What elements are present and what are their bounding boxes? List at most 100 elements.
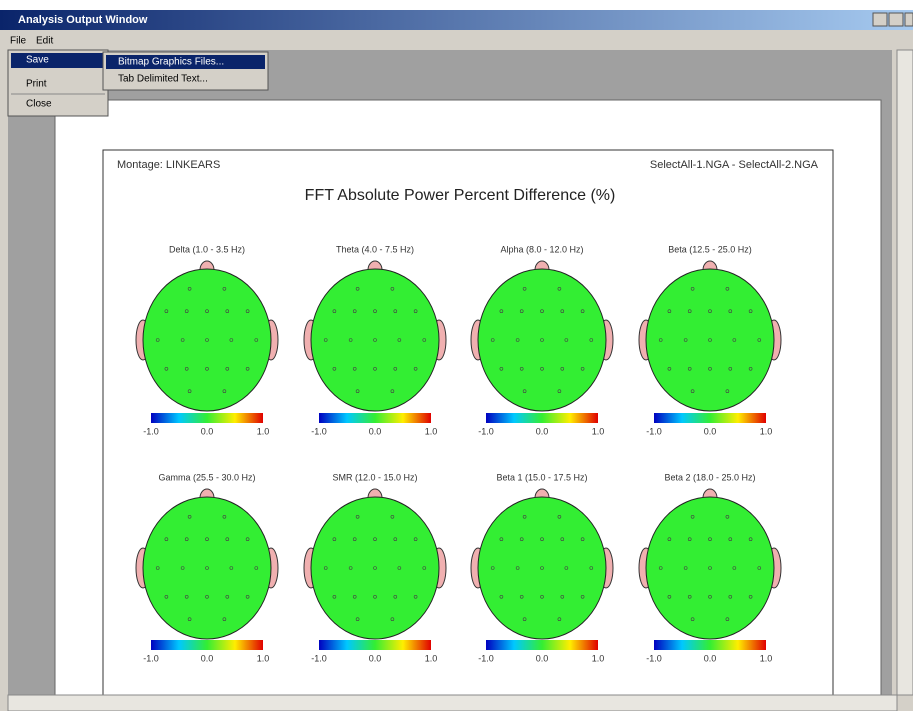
window-title: Analysis Output Window [18, 14, 148, 26]
colorbar-tick: 0.0 [201, 653, 214, 663]
colorbar [654, 413, 766, 423]
electrode [332, 309, 337, 314]
electrode [540, 309, 544, 314]
electrode [690, 286, 695, 291]
electrode [229, 566, 234, 570]
horizontal-scrollbar[interactable] [7, 694, 898, 712]
electrode [355, 617, 360, 622]
electrode [519, 366, 524, 371]
electrode [580, 366, 585, 371]
electrode [393, 366, 398, 371]
electrode [184, 594, 189, 599]
electrode [413, 594, 418, 599]
electrode [658, 338, 663, 342]
colorbar-tick: 1.0 [592, 426, 605, 436]
electrode [690, 617, 695, 622]
electrode [540, 537, 544, 542]
electrode [373, 366, 377, 371]
menu-file[interactable]: File [10, 36, 27, 47]
electrode [332, 366, 337, 371]
colorbar [319, 413, 431, 423]
colorbar-tick: 1.0 [760, 653, 773, 663]
colorbar-tick: 1.0 [257, 653, 270, 663]
electrode [205, 309, 209, 314]
electrode [254, 338, 259, 342]
colorbar-tick: 1.0 [257, 426, 270, 436]
electrode [222, 286, 227, 291]
electrode [390, 514, 395, 519]
electrode [708, 566, 712, 570]
electrode [667, 309, 672, 314]
electrode [580, 594, 585, 599]
electrode [373, 537, 377, 542]
menu-edit[interactable]: Edit [36, 36, 53, 47]
electrode [393, 309, 398, 314]
electrode [728, 537, 733, 542]
electrode [413, 309, 418, 314]
electrode [687, 537, 692, 542]
electrode [519, 537, 524, 542]
electrode [540, 338, 544, 342]
electrode [352, 594, 357, 599]
electrode [155, 338, 160, 342]
electrode [589, 566, 594, 570]
electrode [225, 537, 230, 542]
vertical-scrollbar[interactable] [896, 49, 913, 696]
head [310, 496, 440, 640]
head [142, 496, 272, 640]
electrode [155, 566, 160, 570]
colorbar-tick: 1.0 [425, 426, 438, 436]
electrode [499, 594, 504, 599]
electrode [180, 338, 185, 342]
electrode [205, 366, 209, 371]
close-button[interactable] [904, 12, 913, 27]
electrode [667, 537, 672, 542]
electrode [164, 594, 169, 599]
electrode [757, 338, 762, 342]
submenu-highlight [106, 55, 265, 69]
electrode [390, 617, 395, 622]
colorbar-tick: -1.0 [143, 653, 159, 663]
electrode [393, 537, 398, 542]
electrode [522, 389, 527, 394]
maximize-button[interactable] [888, 12, 904, 27]
menu-item-close[interactable]: Close [26, 99, 52, 110]
submenu-text[interactable]: Tab Delimited Text... [118, 74, 208, 85]
electrode [687, 594, 692, 599]
electrode [393, 594, 398, 599]
map-label: Beta 2 (18.0 - 25.0 Hz) [664, 472, 755, 482]
electrode [205, 537, 209, 542]
electrode [187, 514, 192, 519]
electrode [757, 566, 762, 570]
colorbar-tick: -1.0 [478, 426, 494, 436]
electrode [397, 338, 402, 342]
electrode [560, 594, 565, 599]
electrode [522, 617, 527, 622]
colorbar-tick: 1.0 [760, 426, 773, 436]
electrode [683, 566, 688, 570]
menu-highlight [11, 53, 105, 68]
colorbar [319, 640, 431, 650]
electrode [187, 389, 192, 394]
submenu-bitmap[interactable]: Bitmap Graphics Files... [118, 57, 224, 68]
electrode [490, 566, 495, 570]
map-label: SMR (12.0 - 15.0 Hz) [332, 472, 417, 482]
electrode [245, 537, 250, 542]
files: SelectAll-1.NGA - SelectAll-2.NGA [650, 159, 819, 171]
window-buttons[interactable] [872, 12, 913, 27]
electrode [499, 309, 504, 314]
electrode [560, 366, 565, 371]
electrode [229, 338, 234, 342]
electrode [225, 594, 230, 599]
electrode [683, 338, 688, 342]
menu-item-print[interactable]: Print [26, 79, 47, 90]
electrode [187, 617, 192, 622]
menu-item-save[interactable]: Save [26, 55, 49, 66]
electrode [164, 537, 169, 542]
electrode [540, 566, 544, 570]
electrode [390, 389, 395, 394]
minimize-button[interactable] [872, 12, 888, 27]
colorbar-tick: -1.0 [646, 653, 662, 663]
colorbar [151, 413, 263, 423]
electrode [413, 537, 418, 542]
